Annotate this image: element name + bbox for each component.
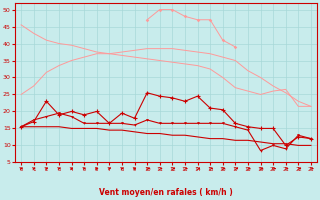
X-axis label: Vent moyen/en rafales ( km/h ): Vent moyen/en rafales ( km/h ) — [99, 188, 233, 197]
